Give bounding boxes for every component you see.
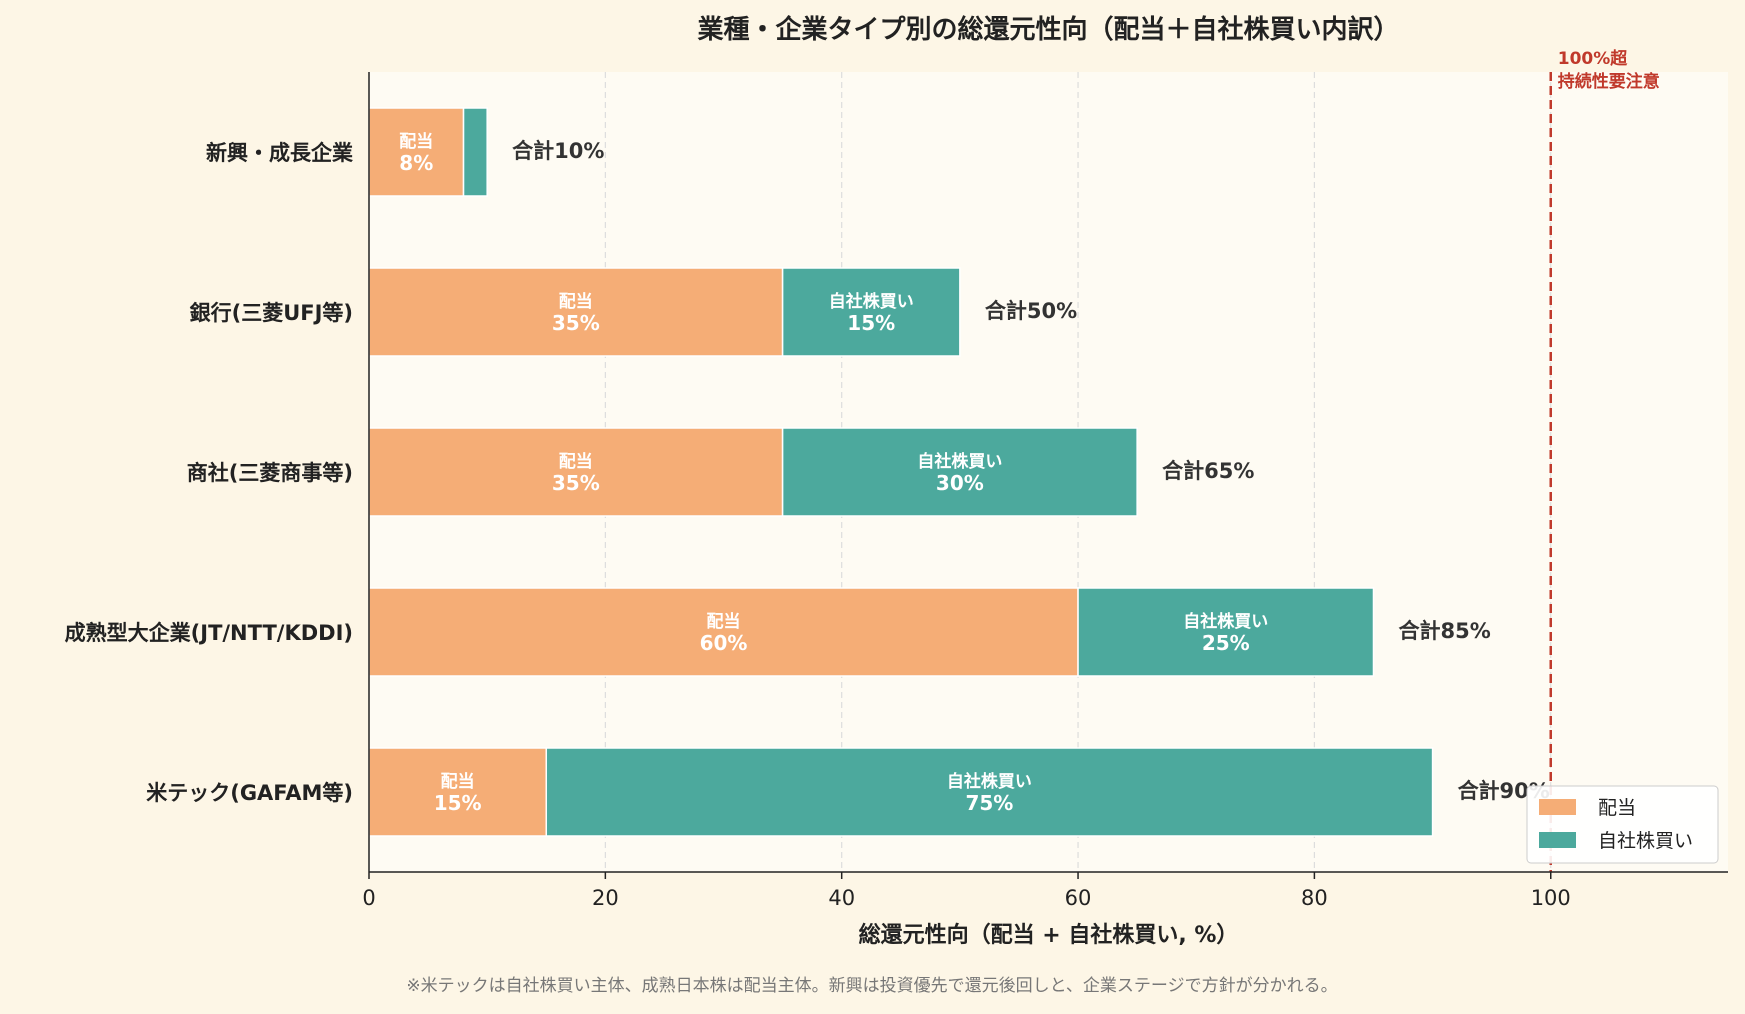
bar-segment-buyback [462, 107, 488, 197]
category-label: 成熟型大企業(JT/NTT/KDDI) [65, 621, 353, 645]
segment-label-name: 配当 [441, 771, 475, 792]
category-label: 新興・成長企業 [206, 141, 354, 165]
segment-label-value: 60% [700, 631, 748, 655]
bar-segment-dividend [368, 587, 1079, 677]
x-tick-label: 80 [1301, 886, 1328, 910]
x-tick-label: 20 [592, 886, 619, 910]
reference-label-line2: 持続性要注意 [1558, 71, 1660, 92]
bar-segment-dividend [368, 747, 548, 837]
segment-label-name: 配当 [559, 291, 593, 312]
segment-label-value: 25% [1202, 631, 1250, 655]
category-label: 商社(三菱商事等) [187, 461, 353, 485]
bar-segment-buyback [781, 267, 961, 357]
total-label: 合計10% [512, 139, 604, 163]
legend-swatch [1539, 832, 1576, 848]
reference-label-line1: 100%超 [1558, 48, 1629, 69]
legend-label: 配当 [1598, 797, 1636, 819]
bar-segment-buyback [1077, 587, 1375, 677]
segment-label-name: 配当 [399, 131, 433, 152]
x-tick-label: 40 [828, 886, 855, 910]
segment-label-value: 8% [399, 151, 433, 175]
segment-label-value: 35% [552, 471, 600, 495]
total-label: 合計85% [1398, 619, 1490, 643]
x-tick-label: 60 [1065, 886, 1092, 910]
segment-label-name: 自社株買い [1183, 611, 1268, 632]
segment-label-value: 15% [847, 311, 895, 335]
segment-label-name: 自社株買い [829, 291, 914, 312]
x-tick-label: 0 [362, 886, 375, 910]
segment-label-name: 配当 [707, 611, 741, 632]
category-label: 米テック(GAFAM等) [146, 781, 353, 805]
bar-segment-buyback [545, 747, 1434, 837]
bar-segment-buyback [781, 427, 1138, 517]
segment-label-value: 30% [936, 471, 984, 495]
total-label: 合計50% [985, 299, 1077, 323]
x-tick-label: 100 [1531, 886, 1571, 910]
total-label: 合計65% [1162, 459, 1254, 483]
segment-label-value: 35% [552, 311, 600, 335]
segment-label-name: 自社株買い [917, 451, 1002, 472]
segment-label-name: 自社株買い [947, 771, 1032, 792]
footnote: ※米テックは自社株買い主体、成熟日本株は配当主体。新興は投資優先で還元後回しと、… [406, 975, 1337, 996]
segment-label-value: 75% [965, 791, 1013, 815]
legend-swatch [1539, 799, 1576, 815]
legend-label: 自社株買い [1598, 830, 1693, 852]
segment-label-value: 15% [434, 791, 482, 815]
segment-label-name: 配当 [559, 451, 593, 472]
chart-title: 業種・企業タイプ別の総還元性向（配当＋自社株買い内訳） [697, 14, 1399, 45]
x-axis-title: 総還元性向（配当 + 自社株買い, %） [859, 922, 1239, 948]
category-label: 銀行(三菱UFJ等) [190, 301, 353, 325]
bar-segment-dividend [368, 107, 465, 197]
